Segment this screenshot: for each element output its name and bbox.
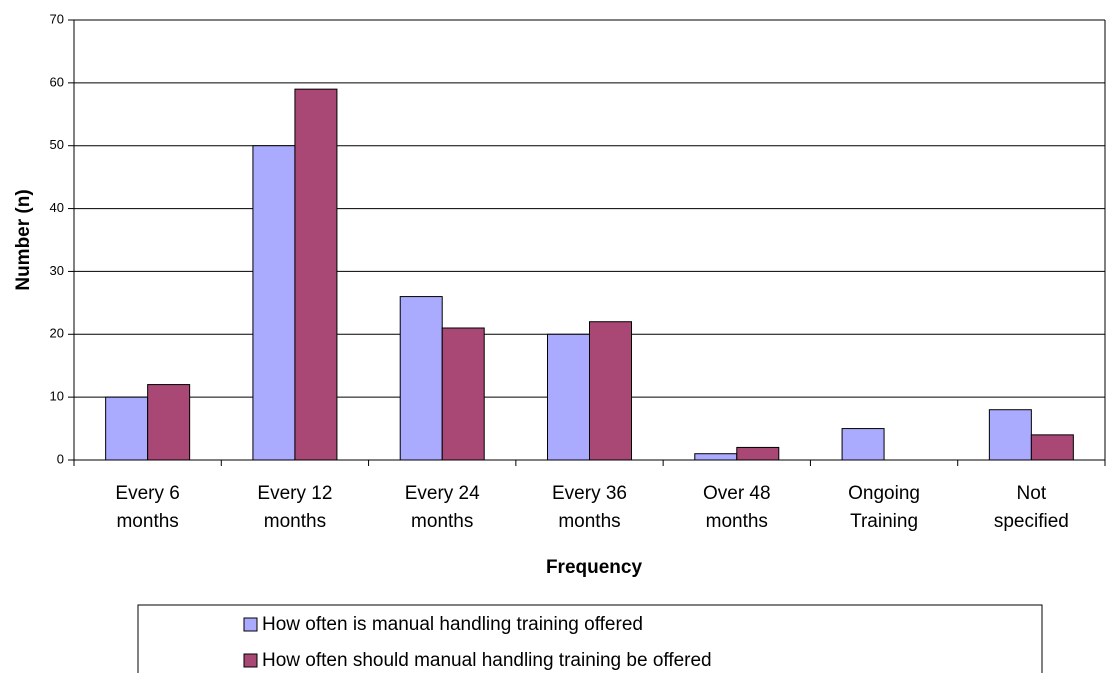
bar	[547, 333, 590, 461]
y-tick-label: 10	[50, 389, 64, 404]
x-axis-title: Frequency	[546, 557, 643, 578]
x-tick-label: Over 48 months	[702, 483, 771, 532]
x-tick-label: Every 24 months	[404, 483, 480, 532]
legend-box	[137, 604, 1043, 673]
bar	[105, 396, 149, 461]
bar	[294, 88, 338, 461]
y-tick-label: 40	[50, 200, 64, 215]
bar	[441, 327, 485, 461]
y-tick-label: 70	[50, 11, 64, 26]
legend-swatch	[243, 617, 258, 632]
legend-label: How often should manual handling trainin…	[262, 650, 712, 671]
bar	[399, 296, 443, 461]
x-tick-label: Every 36 months	[552, 483, 627, 532]
y-tick-label: 50	[50, 137, 64, 152]
y-axis-title: Number (n)	[13, 189, 34, 290]
x-tick-label: Ongoing Training	[848, 483, 920, 532]
bar	[147, 384, 191, 461]
x-tick-label: Every 12 months	[257, 483, 333, 532]
y-tick-label: 30	[50, 263, 64, 278]
legend-label: How often is manual handling training of…	[262, 614, 643, 635]
y-tick-label: 20	[50, 326, 64, 341]
x-tick-label: Not specified	[993, 483, 1069, 532]
bar	[988, 409, 1032, 461]
bar	[589, 321, 632, 461]
bar	[252, 145, 296, 461]
bar	[1030, 434, 1074, 461]
bar	[694, 453, 738, 461]
bar	[841, 428, 885, 461]
x-tick-label: Every 6 months	[115, 483, 180, 532]
legend-swatch	[243, 653, 258, 668]
bar	[736, 446, 780, 461]
y-tick-label: 60	[50, 74, 64, 89]
y-tick-label: 0	[57, 451, 64, 466]
